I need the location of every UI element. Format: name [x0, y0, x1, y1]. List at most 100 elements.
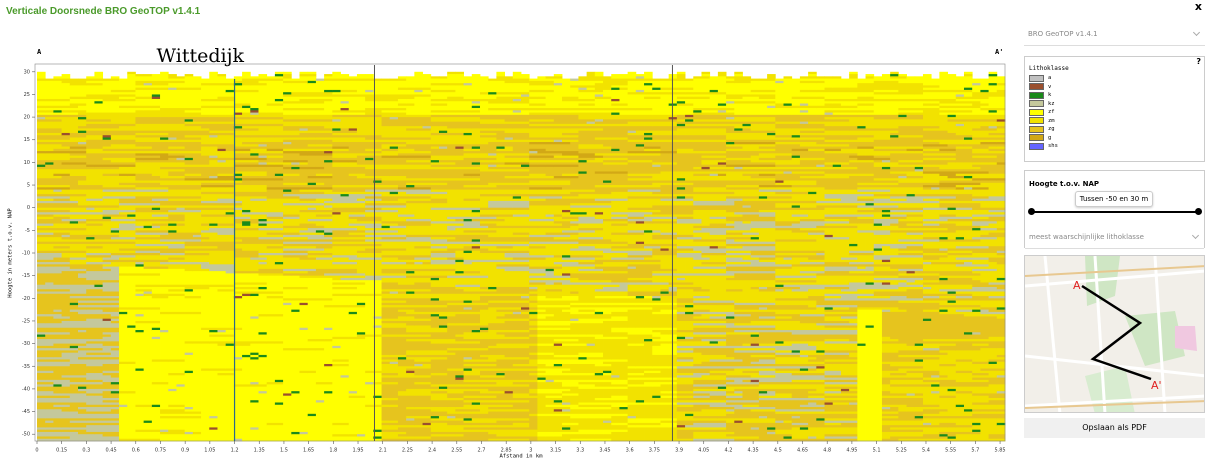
lithology-cell	[266, 142, 276, 150]
lithology-cell	[389, 191, 399, 195]
lithology-cell	[414, 196, 423, 200]
lithology-cell	[102, 397, 112, 401]
lithology-cell	[504, 185, 514, 190]
lithology-cell	[488, 438, 497, 442]
lithology-cell	[119, 187, 128, 190]
lithology-cell	[69, 194, 79, 197]
lithology-cell	[430, 436, 440, 442]
lithology-cell	[529, 137, 538, 141]
lithology-cell	[496, 266, 505, 270]
lithology-cell	[127, 139, 136, 145]
lithology-cell	[414, 293, 423, 299]
lithology-cell	[488, 404, 497, 408]
lithology-cell	[332, 114, 341, 118]
lithology-cell	[365, 160, 374, 166]
lithology-cell	[201, 85, 210, 100]
lithology-cell	[315, 203, 325, 206]
lithology-cell	[340, 135, 350, 138]
lithology-cell	[332, 237, 341, 240]
lithology-cell	[438, 89, 448, 93]
lithology-cell	[242, 126, 251, 129]
lithology-cell	[45, 373, 54, 381]
lithology-cell	[242, 123, 251, 127]
lithology-cell	[110, 370, 120, 374]
lithology-cell	[455, 284, 464, 288]
lithology-cell	[537, 225, 547, 229]
lithology-cell	[176, 212, 186, 215]
lithology-cell	[151, 320, 161, 324]
lithology-cell	[86, 262, 95, 265]
lithology-cell	[479, 189, 489, 195]
lithology-cell	[209, 114, 218, 118]
lithology-cell	[102, 160, 112, 166]
lithology-cell	[135, 187, 145, 190]
lithology-cell	[414, 241, 423, 247]
lithology-cell	[233, 80, 243, 84]
lithology-cell	[102, 128, 112, 132]
lithology-cell	[479, 123, 489, 129]
lithology-cell	[37, 160, 46, 166]
lithology-cell	[119, 139, 128, 145]
lithology-cell	[381, 180, 391, 186]
lithology-cell	[479, 291, 489, 295]
lithology-cell	[479, 359, 489, 363]
lithology-cell	[299, 182, 309, 186]
lithology-cell	[233, 296, 243, 299]
lithology-cell	[217, 132, 227, 136]
lithology-cell	[438, 268, 448, 272]
lithology-cell	[463, 151, 473, 154]
lithology-cell	[315, 139, 325, 145]
lithology-cell	[201, 203, 210, 206]
lithology-cell	[283, 348, 292, 351]
lithology-cell	[463, 76, 473, 84]
lithology-cell	[332, 151, 341, 154]
lithology-cell	[192, 142, 202, 152]
lithology-cell	[521, 343, 530, 349]
lithology-cell	[340, 286, 350, 290]
lithology-cell	[389, 262, 399, 265]
lithology-cell	[168, 286, 177, 290]
lithology-cell	[53, 357, 63, 360]
lithology-cell	[283, 96, 292, 102]
lithology-cell	[250, 153, 259, 157]
lithology-cell	[422, 219, 432, 222]
lithology-cell	[86, 307, 95, 311]
lithology-cell	[209, 271, 218, 286]
lithology-cell	[488, 137, 497, 143]
lithology-cell	[86, 148, 95, 154]
lithology-cell	[233, 327, 243, 331]
lithology-cell	[496, 286, 505, 295]
lithology-cell	[455, 314, 464, 324]
lithology-cell	[258, 126, 268, 136]
lithology-cell	[61, 361, 71, 367]
lithology-cell	[430, 121, 440, 127]
lithology-cell	[479, 302, 489, 306]
lithology-cell	[529, 241, 538, 245]
lithology-cell	[307, 189, 317, 193]
lithology-cell	[512, 402, 522, 410]
lithology-cell	[61, 216, 71, 220]
lithology-cell	[127, 157, 136, 163]
lithology-cell	[529, 160, 538, 163]
lithology-cell	[102, 214, 112, 218]
lithology-cell	[406, 98, 415, 104]
lithology-cell	[406, 160, 415, 163]
lithology-cell	[299, 92, 309, 98]
lithology-cell	[529, 257, 538, 261]
lithology-cell	[397, 305, 407, 308]
lithology-cell	[332, 366, 341, 424]
lithology-cell	[504, 407, 514, 410]
lithology-cell	[488, 94, 497, 100]
lithology-cell	[192, 207, 202, 211]
lithology-cell	[78, 363, 87, 376]
lithology-cell	[381, 241, 391, 249]
lithology-cell	[455, 234, 464, 243]
lithology-cell	[86, 373, 95, 381]
lithology-cell	[438, 300, 448, 306]
lithology-cell	[455, 407, 464, 410]
lithology-cell	[406, 130, 415, 138]
lithology-cell	[250, 160, 259, 163]
lithology-cell	[135, 286, 145, 290]
lithology-cell	[250, 284, 259, 288]
lithology-cell	[160, 178, 169, 181]
